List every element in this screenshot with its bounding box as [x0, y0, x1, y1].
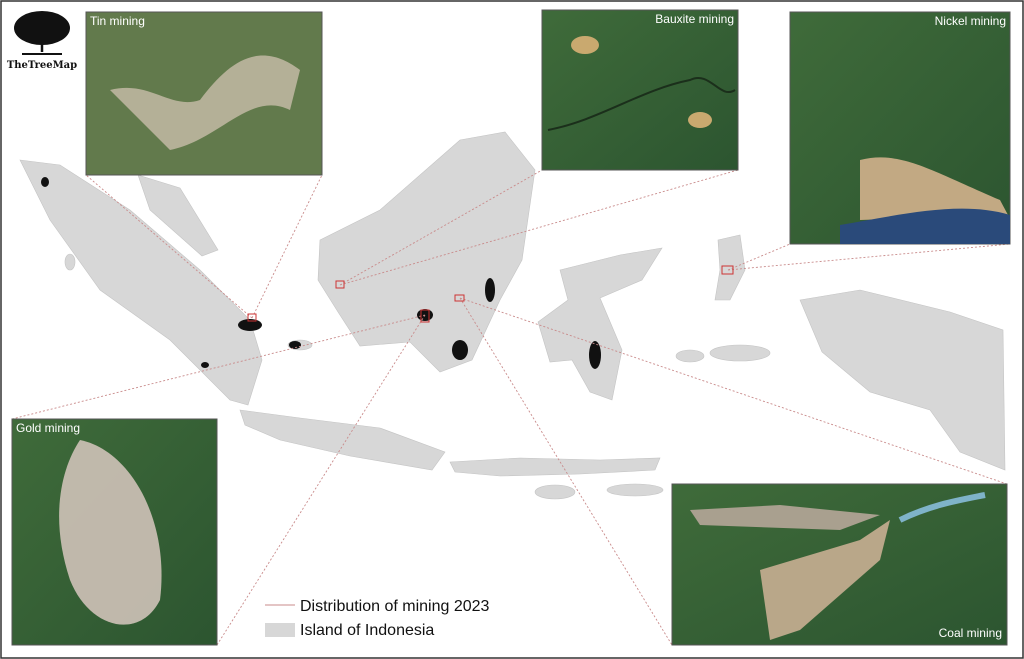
malay-peninsula	[137, 174, 219, 257]
mine-patch	[589, 341, 601, 369]
inset-gold: Gold mining	[11, 418, 218, 646]
inset-label: Tin mining	[90, 14, 145, 28]
nusa-tenggara	[449, 457, 661, 477]
mine-patch	[201, 362, 209, 368]
site-marker	[420, 309, 430, 323]
islands	[19, 131, 1006, 500]
inset-label: Coal mining	[939, 626, 1002, 640]
small-island	[64, 253, 76, 271]
logo-text: TheTreeMap	[7, 60, 77, 71]
mine-scar	[571, 36, 599, 54]
inset-nickel: Nickel mining	[789, 11, 1011, 245]
inset-label: Gold mining	[16, 421, 80, 435]
site-marker	[247, 313, 257, 322]
java	[239, 409, 446, 471]
legend-swatch	[265, 623, 295, 637]
halmahera	[714, 234, 746, 301]
small-island	[606, 483, 664, 497]
mine-patch	[41, 177, 49, 187]
mine-scar	[760, 520, 890, 640]
mine-scar	[690, 505, 880, 530]
leader-lines	[11, 169, 1011, 646]
mine-scar	[860, 157, 1008, 220]
mine-patch	[485, 278, 495, 302]
sea	[840, 208, 1010, 244]
leader-line	[11, 314, 426, 646]
mine-scar	[59, 440, 162, 625]
inset-label: Bauxite mining	[655, 12, 734, 26]
site-marker	[454, 294, 465, 302]
leader-line	[339, 169, 739, 286]
leader-line	[85, 174, 323, 319]
pond	[898, 492, 986, 523]
legend-label: Island of Indonesia	[300, 622, 434, 639]
inset-tin: Tin mining	[85, 11, 323, 176]
timor	[534, 484, 576, 500]
kalimantan	[317, 131, 536, 373]
legend: Distribution of mining 2023 Island of In…	[265, 598, 490, 639]
leader-line	[727, 243, 1011, 271]
logo-tree	[14, 11, 70, 45]
mine-scar	[110, 55, 300, 150]
inset-image	[541, 9, 739, 171]
seram	[709, 344, 771, 362]
road	[547, 77, 736, 131]
site-marker	[721, 265, 734, 275]
sulawesi	[537, 247, 663, 401]
site-marker	[335, 280, 345, 289]
mine-scar	[688, 112, 712, 128]
legend-label: Distribution of mining 2023	[300, 598, 490, 615]
mine-patch	[238, 319, 262, 331]
papua	[799, 289, 1006, 471]
mine-patch	[289, 341, 301, 349]
leader-line	[459, 297, 1008, 646]
inset-coal: Coal mining	[671, 483, 1008, 646]
buru	[675, 349, 705, 363]
inset-bauxite: Bauxite mining	[541, 9, 739, 171]
logo: TheTreeMap	[7, 11, 77, 71]
inset-label: Nickel mining	[935, 14, 1006, 28]
mine-patch	[452, 340, 468, 360]
